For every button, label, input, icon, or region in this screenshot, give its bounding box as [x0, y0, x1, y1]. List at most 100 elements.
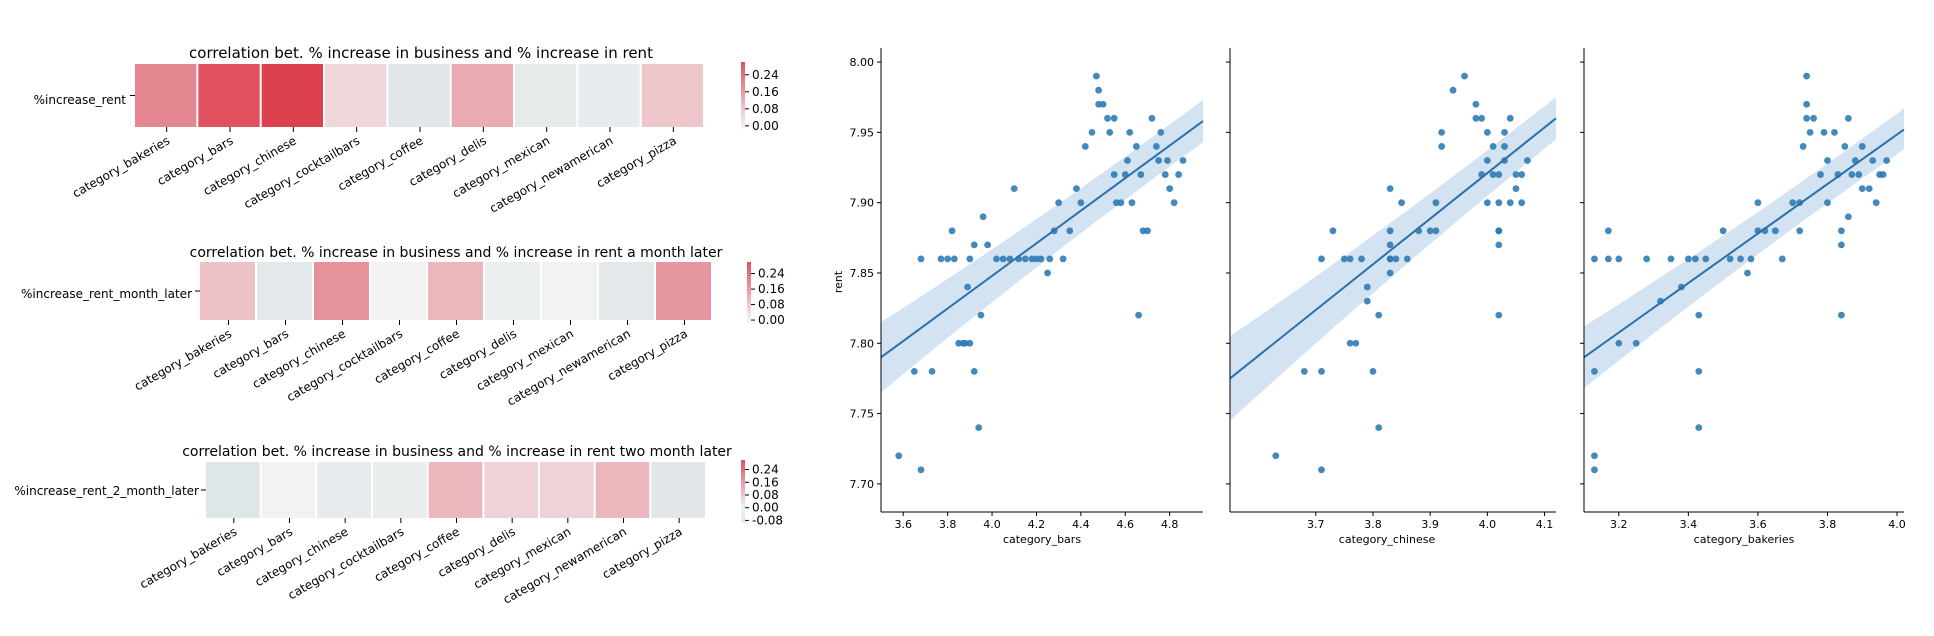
scatter-point: [979, 213, 987, 221]
y-tick-label: 7.90: [850, 197, 875, 210]
scatter-point: [1591, 255, 1598, 263]
scatter-point: [1403, 255, 1411, 263]
scatter-point: [1848, 171, 1856, 178]
colorbar-segment: [741, 101, 745, 105]
x-tick-label: 4.1: [1536, 518, 1554, 531]
scatter-point: [1386, 255, 1394, 263]
regression-line: [1583, 128, 1905, 359]
heatmap-rent: correlation bet. % increase in business …: [34, 44, 779, 216]
scatter-bars: category_bars rent 3.6 3.8 4.0 4.2 4.4 4.6 4.8…: [832, 48, 1204, 546]
scatter-point: [1615, 339, 1623, 347]
scatter-point: [1137, 171, 1145, 178]
heatmap-cell: [388, 64, 450, 127]
scatter-point: [950, 255, 958, 263]
colorbar-segment: [741, 75, 745, 78]
colorbar-segment: [741, 108, 745, 111]
scatter-point: [1073, 185, 1080, 193]
scatter-point: [1604, 255, 1612, 263]
scatter-point: [1152, 143, 1160, 150]
colorbar-segment: [741, 86, 745, 89]
heatmap-cell: [371, 262, 426, 320]
colorbar-segment: [747, 288, 751, 291]
heatmap-row-label: %increase_rent: [34, 93, 127, 107]
scatter-point: [1300, 367, 1308, 375]
colorbar-segment: [741, 110, 745, 114]
scatter-point: [1512, 171, 1520, 178]
scatter-point: [964, 283, 972, 291]
scatter-point: [1449, 86, 1457, 94]
scatter-point: [1010, 185, 1018, 193]
scatter-point: [1157, 128, 1165, 136]
scatter-point: [1329, 227, 1337, 235]
colorbar-segment: [747, 304, 751, 307]
scatter-point: [1702, 255, 1710, 263]
y-tick-label: 8.00: [850, 56, 875, 69]
scatter-point: [1179, 157, 1187, 164]
y-tick-label: 7.85: [850, 267, 875, 280]
scatter-point: [917, 255, 925, 263]
heatmap-cell: [198, 64, 260, 127]
colorbar-segment: [741, 513, 745, 517]
colorbar-segment: [741, 511, 745, 515]
heatmap-row-label: %increase_rent_month_later: [21, 287, 192, 301]
colorbar-segment: [741, 125, 745, 129]
scatter-point: [1386, 227, 1394, 235]
scatter-point: [993, 255, 1000, 263]
colorbar-tick-label: 0.00: [752, 501, 779, 515]
scatter-point: [1161, 171, 1169, 178]
regression-line: [880, 120, 1204, 359]
heatmap-cell: [314, 262, 369, 320]
scatter-point: [1695, 311, 1703, 319]
colorbar-segment: [741, 482, 745, 486]
y-tick-label: 7.95: [850, 126, 875, 139]
scatter-point: [1318, 466, 1325, 474]
colorbar-segment: [741, 119, 745, 122]
colorbar-tick-label: 0.16: [752, 475, 779, 489]
scatter-point: [1472, 100, 1480, 108]
scatter-point: [937, 255, 945, 263]
colorbar-segment: [741, 112, 745, 116]
scatter-point: [1472, 114, 1480, 122]
colorbar-segment: [741, 79, 745, 83]
scatter-point: [1824, 199, 1831, 207]
colorbar-segment: [747, 266, 751, 269]
colorbar-segment: [741, 507, 745, 511]
scatter-point: [1055, 199, 1063, 207]
colorbar-segment: [741, 81, 745, 85]
heatmap-cell: [317, 462, 371, 518]
heatmap-cell: [656, 262, 711, 320]
confidence-band: [1584, 108, 1904, 389]
scatter-point: [1483, 157, 1491, 164]
scatter-point: [1726, 255, 1734, 263]
scatter-point: [1483, 199, 1491, 207]
scatter-point: [1495, 227, 1503, 235]
y-tick-label: 7.70: [850, 478, 875, 491]
scatter-point: [1495, 199, 1503, 207]
heatmap-cell: [451, 64, 513, 127]
colorbar-segment: [741, 468, 745, 471]
scatter-point: [1591, 452, 1598, 460]
heatmap-cell: [641, 64, 703, 127]
colorbar-segment: [747, 308, 751, 311]
x-tick-label: 3.2: [1610, 518, 1628, 531]
scatter-point: [1855, 171, 1863, 178]
heatmap-cell: [428, 462, 483, 518]
scatter-point: [1021, 255, 1029, 263]
colorbar-segment: [741, 121, 745, 125]
scatter-point: [1375, 311, 1383, 319]
colorbar-segment: [741, 486, 745, 490]
scatter-point: [1386, 185, 1394, 193]
colorbar-segment: [741, 97, 745, 100]
scatter-point: [1879, 171, 1887, 178]
scatter-bakeries: category_bakeries 3.2 3.4 3.6 3.8 4.0: [1580, 48, 1906, 546]
scatter-point: [1104, 114, 1111, 122]
scatter-point: [1691, 255, 1699, 263]
scatter-point: [999, 255, 1007, 263]
colorbar-segment: [747, 282, 751, 285]
scatter-point: [1883, 157, 1891, 164]
colorbar-segment: [741, 480, 745, 484]
scatter-point: [1518, 199, 1526, 207]
colorbar-segment: [741, 497, 745, 500]
x-tick-label: 4.0: [1888, 518, 1906, 531]
colorbar-segment: [741, 70, 745, 74]
